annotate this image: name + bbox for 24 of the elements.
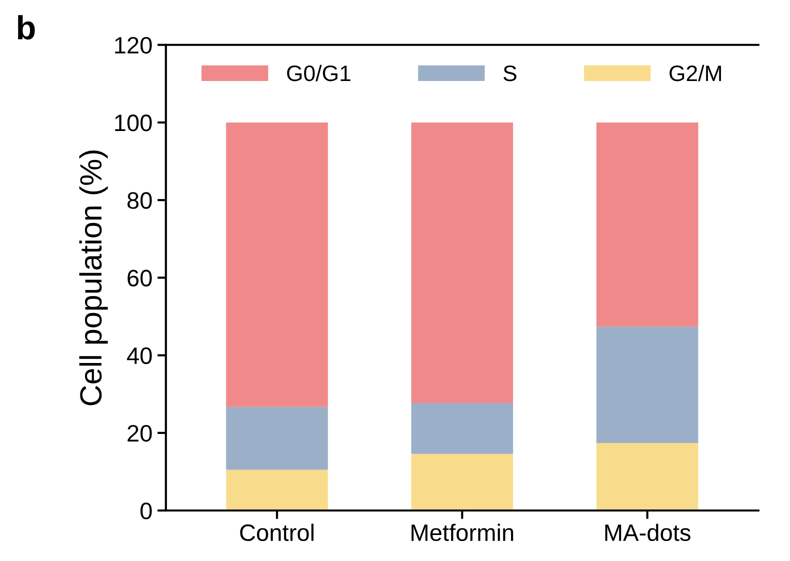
- bar: [226, 406, 328, 470]
- bar: [411, 403, 514, 454]
- x-tick-label: Control: [240, 524, 314, 542]
- y-tick-label: 120: [115, 36, 152, 54]
- legend-label: G2/M: [670, 64, 721, 82]
- y-tick-label: 100: [115, 114, 152, 132]
- y-axis-title: Cell population (%): [79, 150, 108, 406]
- x-tick-label: Metformin: [412, 524, 514, 542]
- legend-label: G0/G1: [287, 64, 350, 82]
- y-tick-label: 60: [128, 270, 152, 286]
- bar: [411, 122, 514, 404]
- bar: [596, 326, 698, 443]
- bar: [226, 122, 328, 407]
- x-tick-label: MA-dots: [605, 524, 690, 542]
- bar: [226, 470, 328, 511]
- bar: [411, 454, 514, 511]
- y-tick-label: 40: [126, 347, 152, 364]
- y-tick-label: 80: [127, 192, 152, 209]
- bar: [596, 442, 698, 511]
- legend-label: S: [504, 65, 516, 82]
- bar: [596, 122, 698, 327]
- text: b: [18, 15, 35, 40]
- y-tick-label: 0: [140, 502, 152, 520]
- y-tick-label: 20: [128, 424, 152, 442]
